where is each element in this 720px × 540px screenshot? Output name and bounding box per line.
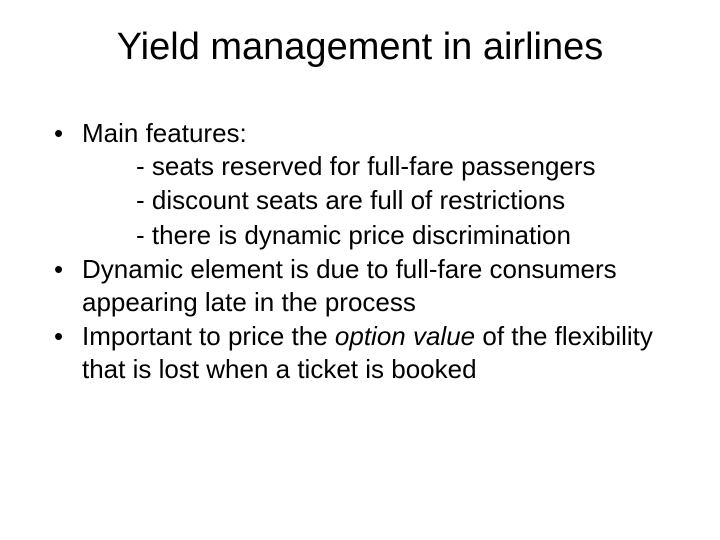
sub-list: - seats reserved for full-fare passenger… [82, 150, 680, 252]
bullet-option-value: Important to price the option value of t… [54, 320, 680, 385]
sub-item-seats-reserved: - seats reserved for full-fare passenger… [136, 150, 680, 183]
bullet-text: Dynamic element is due to full-fare cons… [82, 254, 617, 317]
bullet-text-em: option value [335, 321, 475, 351]
bullet-list: Main features: - seats reserved for full… [40, 117, 680, 385]
bullet-text: Main features: [82, 118, 247, 148]
slide: Yield management in airlines Main featur… [0, 0, 720, 540]
bullet-text-pre: Important to price the [82, 321, 335, 351]
sub-item-dynamic-discrimination: - there is dynamic price discrimination [136, 219, 680, 252]
bullet-main-features: Main features: - seats reserved for full… [54, 117, 680, 251]
sub-item-discount-seats: - discount seats are full of restriction… [136, 184, 680, 217]
slide-body: Main features: - seats reserved for full… [40, 117, 680, 385]
slide-title: Yield management in airlines [40, 26, 680, 69]
bullet-dynamic-element: Dynamic element is due to full-fare cons… [54, 253, 680, 318]
